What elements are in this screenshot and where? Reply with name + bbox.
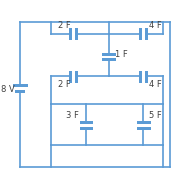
- Text: 2 F: 2 F: [58, 21, 70, 30]
- Text: 1 F: 1 F: [115, 50, 128, 59]
- Text: 5 F: 5 F: [149, 111, 162, 120]
- Text: 4 F: 4 F: [149, 21, 162, 30]
- Text: 3 F: 3 F: [66, 111, 79, 120]
- Text: 8 V: 8 V: [1, 86, 15, 95]
- Text: 4 F: 4 F: [149, 80, 162, 89]
- Text: 2 F: 2 F: [58, 80, 70, 89]
